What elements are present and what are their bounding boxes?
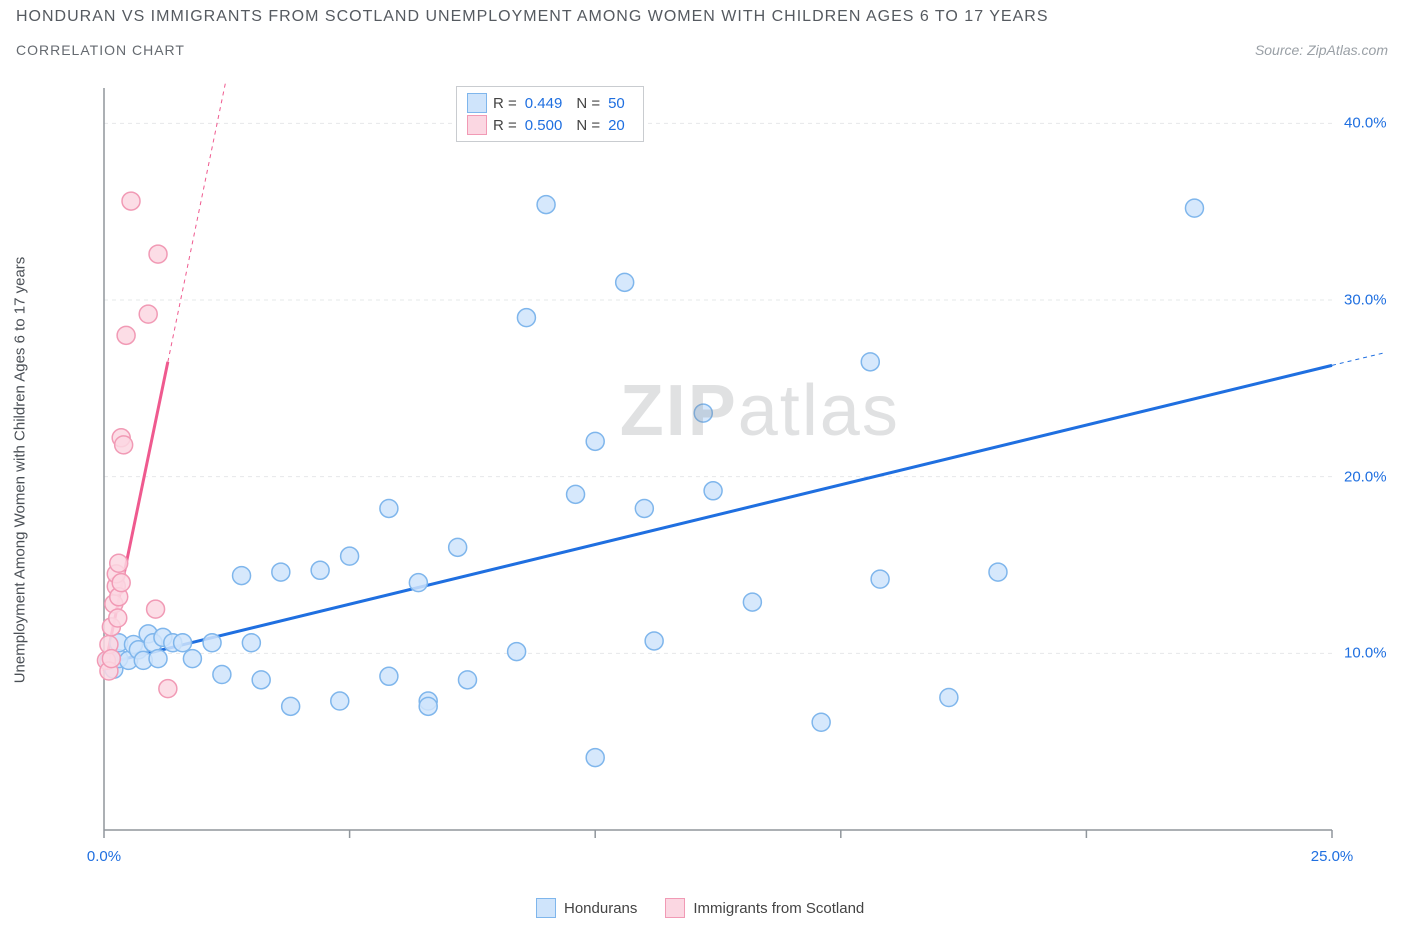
scatter-plot — [62, 80, 1386, 878]
point-hondurans — [311, 561, 329, 579]
correlation-legend-row-hondurans: R = 0.449 N = 50 — [467, 93, 633, 113]
point-scotland — [147, 600, 165, 618]
source-label: Source: ZipAtlas.com — [1255, 42, 1388, 58]
legend-swatch — [467, 115, 487, 135]
n-label: N = — [576, 117, 600, 134]
point-hondurans — [458, 671, 476, 689]
point-hondurans — [517, 309, 535, 327]
legend-swatch — [467, 93, 487, 113]
point-hondurans — [380, 499, 398, 517]
y-tick-label: 40.0% — [1344, 115, 1387, 132]
point-hondurans — [1185, 199, 1203, 217]
watermark: ZIPatlas — [620, 370, 900, 452]
point-hondurans — [645, 632, 663, 650]
legend-swatch — [536, 898, 556, 918]
r-label: R = — [493, 117, 517, 134]
point-hondurans — [341, 547, 359, 565]
point-hondurans — [213, 666, 231, 684]
point-scotland — [109, 609, 127, 627]
point-hondurans — [586, 749, 604, 767]
correlation-legend-row-scotland: R = 0.500 N = 20 — [467, 115, 633, 135]
point-hondurans — [331, 692, 349, 710]
point-hondurans — [508, 643, 526, 661]
series-legend-label: Immigrants from Scotland — [693, 900, 864, 917]
y-tick-label: 20.0% — [1344, 468, 1387, 485]
trend-ext-scotland — [168, 80, 242, 362]
n-value: 20 — [608, 117, 625, 134]
series-legend-item-scotland: Immigrants from Scotland — [665, 898, 864, 918]
point-hondurans — [567, 485, 585, 503]
point-scotland — [110, 554, 128, 572]
point-scotland — [122, 192, 140, 210]
series-legend-item-hondurans: Hondurans — [536, 898, 637, 918]
point-hondurans — [586, 432, 604, 450]
point-hondurans — [272, 563, 290, 581]
correlation-legend: R = 0.449 N = 50 R = 0.500 N = 20 — [456, 86, 644, 142]
chart-title: HONDURAN VS IMMIGRANTS FROM SCOTLAND UNE… — [16, 8, 1049, 26]
point-hondurans — [616, 273, 634, 291]
n-value: 50 — [608, 95, 625, 112]
point-hondurans — [380, 667, 398, 685]
point-hondurans — [449, 538, 467, 556]
point-hondurans — [174, 634, 192, 652]
point-scotland — [159, 680, 177, 698]
point-hondurans — [537, 196, 555, 214]
point-hondurans — [149, 650, 167, 668]
point-hondurans — [282, 697, 300, 715]
r-value: 0.449 — [525, 95, 563, 112]
point-hondurans — [861, 353, 879, 371]
point-scotland — [149, 245, 167, 263]
point-hondurans — [242, 634, 260, 652]
trend-ext-hondurans — [1332, 330, 1386, 365]
y-axis-label: Unemployment Among Women with Children A… — [12, 257, 29, 684]
point-hondurans — [409, 574, 427, 592]
legend-swatch — [665, 898, 685, 918]
series-legend-label: Hondurans — [564, 900, 637, 917]
y-tick-label: 10.0% — [1344, 645, 1387, 662]
x-tick-label: 25.0% — [1311, 848, 1354, 865]
point-hondurans — [812, 713, 830, 731]
source-prefix: Source: — [1255, 42, 1307, 58]
point-hondurans — [635, 499, 653, 517]
point-scotland — [115, 436, 133, 454]
watermark-thin: atlas — [738, 371, 900, 451]
point-hondurans — [233, 567, 251, 585]
point-hondurans — [419, 697, 437, 715]
r-label: R = — [493, 95, 517, 112]
point-hondurans — [940, 689, 958, 707]
series-legend: Hondurans Immigrants from Scotland — [536, 898, 864, 918]
point-hondurans — [743, 593, 761, 611]
point-hondurans — [989, 563, 1007, 581]
y-tick-label: 30.0% — [1344, 292, 1387, 309]
point-hondurans — [871, 570, 889, 588]
r-value: 0.500 — [525, 117, 563, 134]
point-scotland — [102, 650, 120, 668]
x-tick-label: 0.0% — [87, 848, 121, 865]
point-hondurans — [704, 482, 722, 500]
point-hondurans — [183, 650, 201, 668]
point-scotland — [117, 326, 135, 344]
point-hondurans — [252, 671, 270, 689]
source-name: ZipAtlas.com — [1307, 42, 1388, 58]
watermark-bold: ZIP — [620, 371, 738, 451]
point-scotland — [139, 305, 157, 323]
point-hondurans — [203, 634, 221, 652]
point-scotland — [112, 574, 130, 592]
n-label: N = — [576, 95, 600, 112]
chart-subtitle: CORRELATION CHART — [16, 42, 185, 58]
